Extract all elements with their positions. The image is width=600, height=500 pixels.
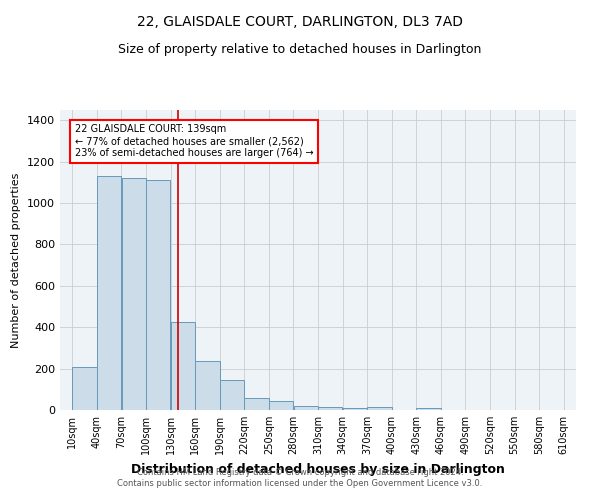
X-axis label: Distribution of detached houses by size in Darlington: Distribution of detached houses by size … (131, 462, 505, 475)
Bar (293, 406, 318, 410)
Text: Size of property relative to detached houses in Darlington: Size of property relative to detached ho… (118, 42, 482, 56)
Bar (146, 180, 170, 410)
Bar (196, 362, 220, 410)
Bar (367, 407, 392, 410)
Text: 22 GLAISDALE COURT: 139sqm
← 77% of detached houses are smaller (2,562)
23% of s: 22 GLAISDALE COURT: 139sqm ← 77% of deta… (75, 124, 313, 158)
Bar (343, 408, 367, 410)
Bar (318, 407, 343, 410)
Bar (244, 398, 269, 410)
Bar (122, 178, 146, 410)
Bar (97, 176, 121, 410)
Text: Contains HM Land Registry data © Crown copyright and database right 2024.
Contai: Contains HM Land Registry data © Crown c… (118, 468, 482, 487)
Bar (73, 366, 97, 410)
Y-axis label: Number of detached properties: Number of detached properties (11, 172, 22, 348)
Bar (220, 380, 244, 410)
Bar (171, 322, 195, 410)
Bar (416, 408, 440, 410)
Bar (269, 402, 293, 410)
Text: 22, GLAISDALE COURT, DARLINGTON, DL3 7AD: 22, GLAISDALE COURT, DARLINGTON, DL3 7AD (137, 15, 463, 29)
